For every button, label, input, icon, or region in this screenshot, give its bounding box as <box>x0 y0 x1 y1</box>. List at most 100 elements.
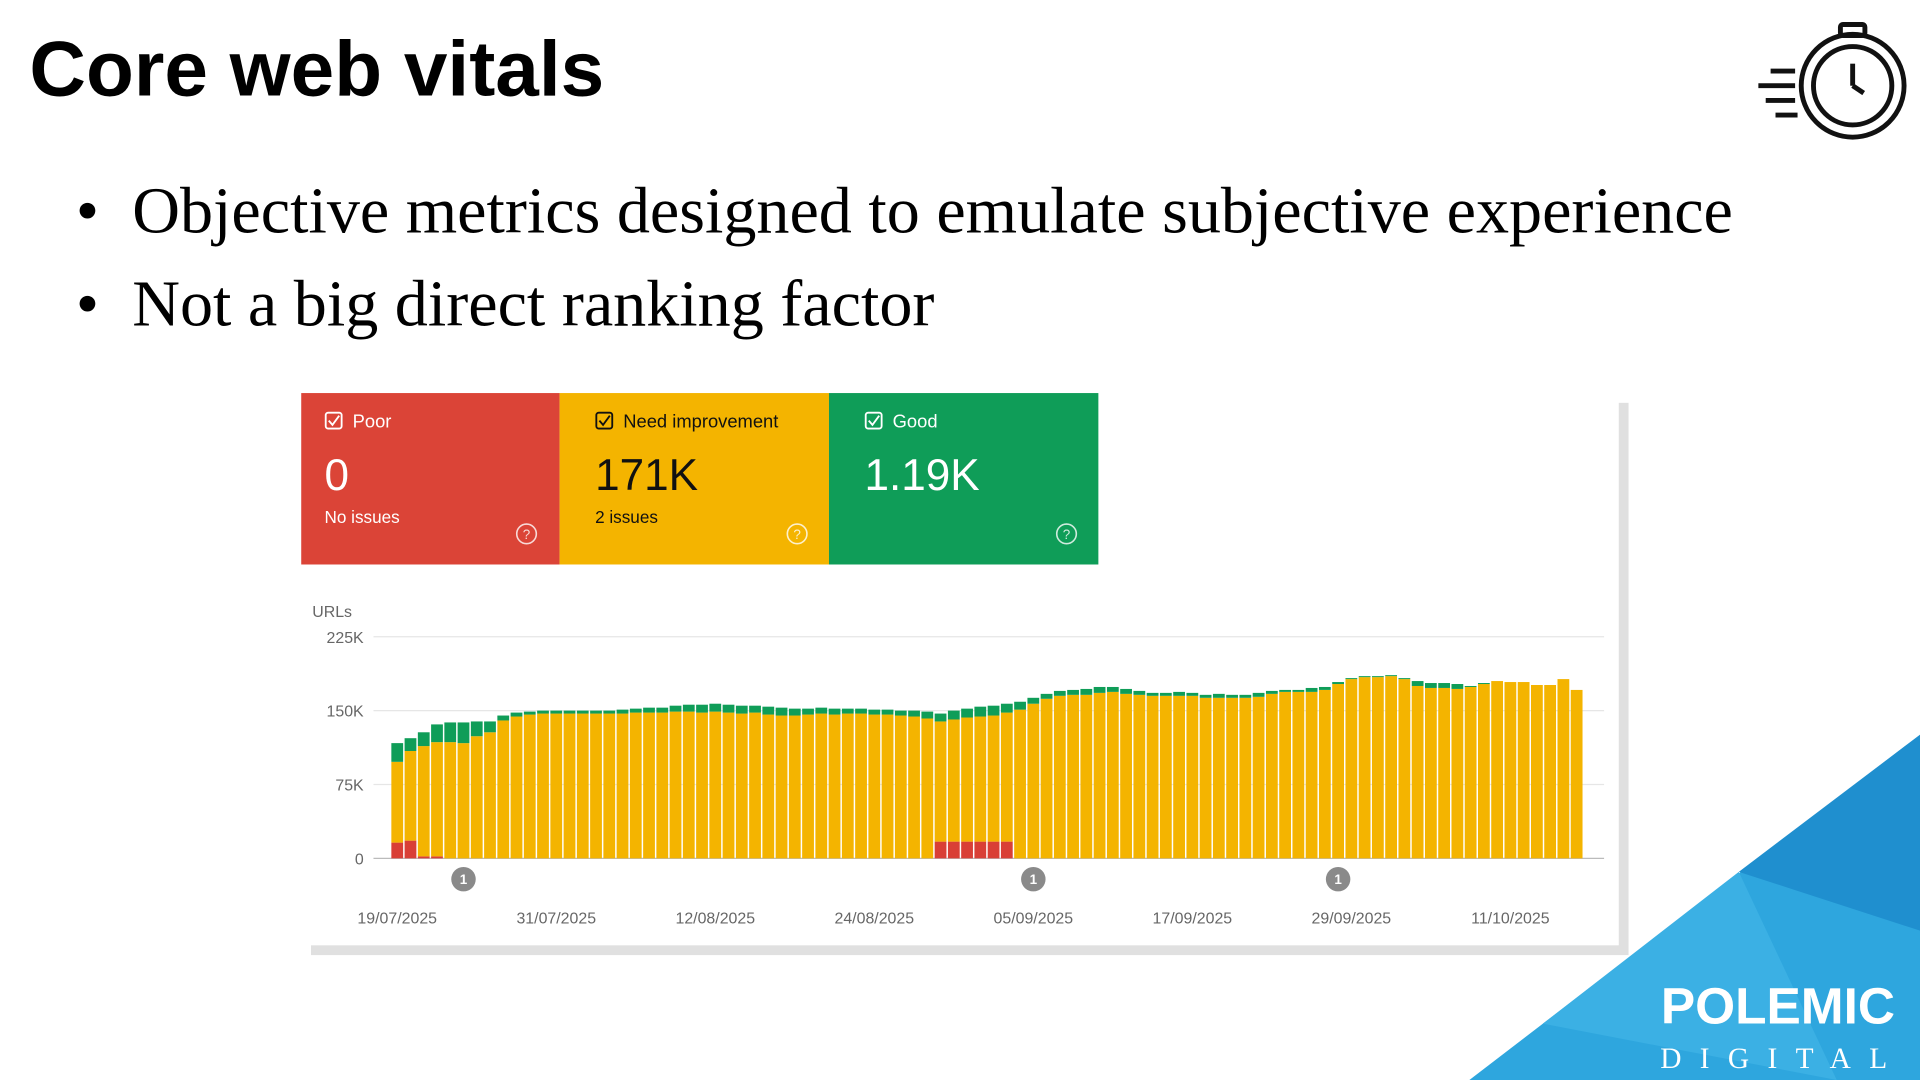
bar-segment <box>484 732 496 859</box>
bar-segment <box>1226 697 1238 859</box>
bar-segment <box>576 710 589 714</box>
bar-segment <box>1265 693 1278 859</box>
bar-segment <box>1014 701 1026 710</box>
bar-segment <box>391 761 404 843</box>
checkbox <box>595 411 614 430</box>
bar-segment <box>1451 684 1464 689</box>
bar-segment <box>431 856 443 859</box>
bar-segment <box>1040 693 1053 699</box>
help-icon[interactable] <box>515 523 1078 545</box>
bar-segment <box>961 841 973 859</box>
bar-segment <box>404 840 417 859</box>
bar-segment <box>431 724 443 743</box>
bar-segment <box>735 713 748 859</box>
y-tick-label: 75K <box>335 778 364 795</box>
bar-segment <box>802 708 814 715</box>
bar-segment <box>1477 683 1490 685</box>
stopwatch-icon <box>1758 22 1907 140</box>
bar-segment <box>722 712 735 859</box>
bar-segment <box>1305 687 1318 692</box>
bar-segment <box>961 708 973 718</box>
bar-segment <box>1477 684 1490 859</box>
x-tick-label: 24/08/2025 <box>834 910 914 927</box>
bar-segment <box>1265 690 1278 694</box>
bar-segment <box>537 713 549 859</box>
bar-segment <box>1159 692 1172 696</box>
bar-segment <box>1345 678 1358 680</box>
bar-segment <box>1146 695 1159 859</box>
bar-segment <box>1000 841 1013 859</box>
x-tick-label: 19/07/2025 <box>357 910 437 927</box>
bar-segment <box>1398 679 1411 859</box>
bar-segment <box>709 711 722 859</box>
event-marker-label: 1 <box>1334 872 1342 887</box>
bar-segment <box>881 714 894 859</box>
bar-segment <box>417 856 430 859</box>
bar-segment <box>537 710 549 714</box>
bar-segment <box>616 713 629 859</box>
checkbox <box>324 411 343 430</box>
x-tick-label: 31/07/2025 <box>516 910 596 927</box>
bar-segment <box>1120 693 1132 859</box>
logo-subtext: DIGITAL <box>1660 1043 1905 1075</box>
bar-segment <box>643 707 655 713</box>
bar-segment <box>616 709 629 714</box>
event-marker[interactable] <box>1325 866 1351 892</box>
bar-segment <box>1504 682 1517 859</box>
bar-segment <box>1199 694 1212 698</box>
bar-segment <box>696 712 708 859</box>
bar-segment <box>1530 685 1543 859</box>
bar-segment <box>934 721 947 842</box>
bar-segment <box>1318 686 1331 690</box>
bar-segment <box>934 841 947 859</box>
bar-segment <box>828 708 841 715</box>
bar-segment <box>947 841 960 859</box>
event-marker[interactable] <box>1021 866 1046 892</box>
bar-segment <box>669 711 682 859</box>
bar-segment <box>921 711 934 719</box>
bar-segment <box>894 715 907 859</box>
event-marker-label: 1 <box>1030 872 1038 887</box>
bar-segment <box>1080 688 1093 695</box>
y-tick-label: 150K <box>327 704 365 721</box>
bar-segment <box>908 716 920 859</box>
bar-segment <box>1000 703 1013 713</box>
bar-segment <box>1212 693 1225 698</box>
bar-segment <box>815 713 828 859</box>
x-tick-label: 05/09/2025 <box>994 910 1074 927</box>
bar-segment <box>1080 694 1093 859</box>
event-marker[interactable] <box>451 866 476 892</box>
bar-segment <box>1438 687 1451 859</box>
bar-segment <box>1239 697 1252 859</box>
card-value: 171K <box>595 451 698 500</box>
bar-segment <box>1438 683 1451 688</box>
chart: 0 75K 150K 225K 19/07/2025 31/07/2025 12/08/20… <box>327 630 1605 927</box>
bar-segment <box>974 841 987 859</box>
summary-cards: Poor Need improvement Good 0 171K 1.19K … <box>301 393 1099 565</box>
bar-segment <box>457 743 470 859</box>
bar-segment <box>1517 682 1530 859</box>
bar-segment <box>881 709 894 715</box>
bullet: Objective metrics designed to emulate su… <box>132 175 1733 248</box>
bar-segment <box>828 714 841 859</box>
bar-segment <box>1239 694 1252 698</box>
bar-segment <box>1146 692 1159 696</box>
bar-segment <box>391 842 404 859</box>
bar-segment <box>934 713 947 722</box>
bar-segment <box>1014 709 1026 859</box>
logo-text: POLEMIC <box>1661 977 1895 1035</box>
bar-segment <box>563 713 576 859</box>
bar-segment <box>470 721 483 737</box>
bar-segment <box>1292 691 1305 859</box>
bar-segment <box>1371 676 1384 678</box>
bar-segment <box>1067 689 1079 695</box>
bar-segment <box>550 713 563 859</box>
bar-segment <box>523 711 536 715</box>
bar-segment <box>947 719 960 842</box>
bar-segment <box>523 714 536 859</box>
bar-segment <box>1451 688 1464 859</box>
bar-segment <box>1544 685 1557 859</box>
svg-text:?: ? <box>1063 527 1070 542</box>
